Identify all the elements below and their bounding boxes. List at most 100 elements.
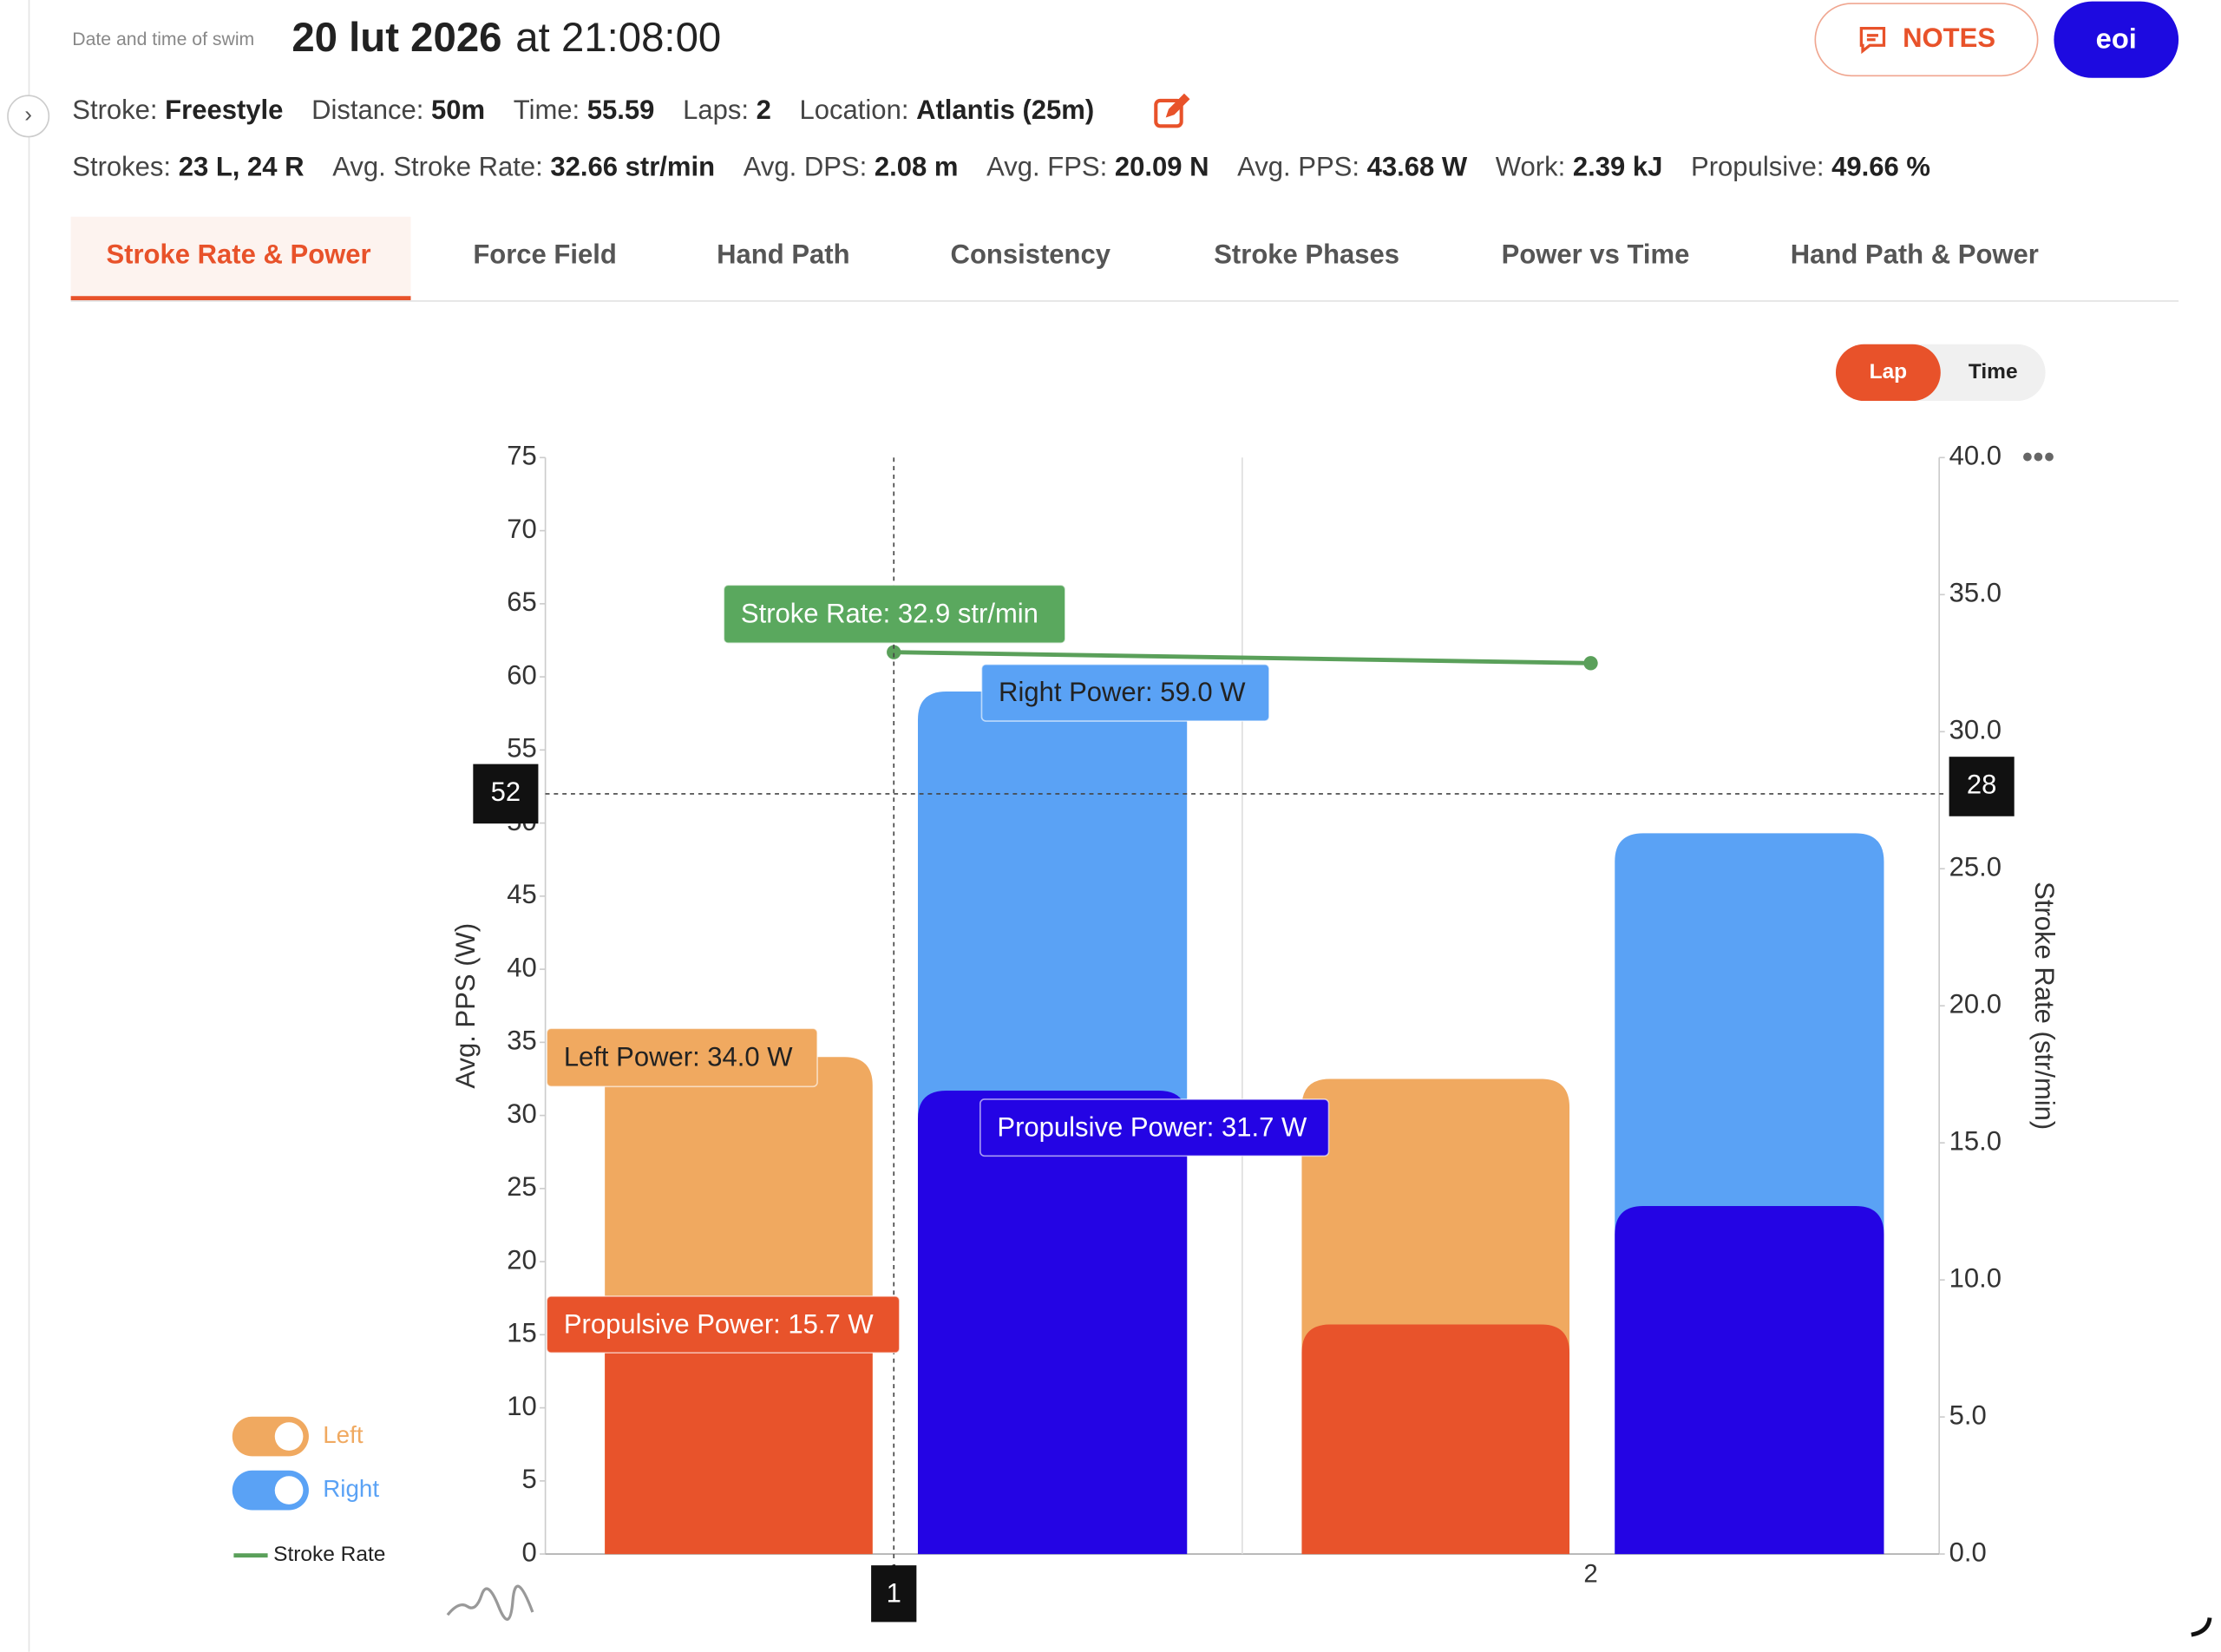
tab-underline — [70, 296, 411, 301]
tooltip-text: Propulsive Power: 31.7 W — [997, 1111, 1307, 1142]
stat: Distance: 50m — [311, 96, 485, 128]
y2-tick-label: 20.0 — [1949, 988, 2002, 1019]
y-tick-label: 40 — [507, 952, 537, 982]
bar — [605, 1324, 873, 1555]
y-tick-label: 0 — [522, 1537, 537, 1567]
crosshair-y2-label: 28 — [1967, 770, 1997, 800]
stat-label: Avg. DPS: — [743, 153, 868, 183]
y-tick-label: 55 — [507, 733, 537, 764]
tooltip-box — [546, 1295, 901, 1354]
stroke-rate-point — [1583, 656, 1598, 671]
y-tick-label: 75 — [507, 441, 537, 471]
user-button[interactable]: eoi — [2054, 1, 2179, 78]
crosshair-y-box — [473, 764, 539, 824]
stroke-rate-point — [887, 645, 901, 659]
stat-label: Work: — [1495, 153, 1566, 183]
stat-label: Stroke: — [72, 96, 158, 127]
stat: Avg. PPS: 43.68 W — [1237, 153, 1467, 184]
bar — [917, 1090, 1188, 1555]
date-label: Date and time of swim — [72, 28, 255, 50]
toggle-option[interactable]: Lap — [1835, 344, 1941, 402]
tab[interactable]: Force Field — [473, 240, 617, 271]
stat: Avg. FPS: 20.09 N — [986, 153, 1209, 184]
stat: Strokes: 23 L, 24 R — [72, 153, 304, 184]
stat-value: 20.09 N — [1114, 153, 1209, 183]
stat: Work: 2.39 kJ — [1496, 153, 1663, 184]
notes-button[interactable]: NOTES — [1814, 3, 2039, 77]
stat-label: Distance: — [311, 96, 424, 127]
y-tick-label: 10 — [507, 1391, 537, 1421]
notes-icon — [1860, 27, 1886, 55]
stat: Avg. Stroke Rate: 32.66 str/min — [332, 153, 715, 184]
y2-tick-label: 5.0 — [1949, 1400, 1987, 1430]
stat-value: 49.66 % — [1831, 153, 1930, 183]
stats-row: Strokes: 23 L, 24 R Avg. Stroke Rate: 32.… — [72, 153, 1930, 184]
y-tick-label: 25 — [507, 1171, 537, 1202]
stat-value: 23 L, 24 R — [178, 153, 305, 183]
y2-axis-label: Stroke Rate (str/min) — [2029, 882, 2060, 1130]
sidebar-toggle[interactable]: › — [7, 95, 50, 138]
tab[interactable]: Stroke Phases — [1214, 240, 1400, 271]
legend-knob — [274, 1422, 304, 1451]
stat-label: Avg. PPS: — [1237, 153, 1359, 183]
tab[interactable]: Consistency — [950, 240, 1111, 271]
stat-label: Strokes: — [72, 153, 172, 183]
y-axis-label: Avg. PPS (W) — [450, 923, 481, 1089]
tooltip-text: Right Power: 59.0 W — [999, 677, 1246, 707]
notes-label: NOTES — [1903, 23, 1996, 55]
stat-label: Avg. Stroke Rate: — [332, 153, 543, 183]
tooltip-box — [723, 584, 1066, 645]
stat-value: 43.68 W — [1366, 153, 1468, 183]
tab-divider — [70, 300, 2179, 302]
y-tick-label: 60 — [507, 659, 537, 690]
bar — [1301, 1324, 1570, 1555]
y2-tick-label: 15.0 — [1949, 1125, 2002, 1156]
stat: Location: Atlantis (25m) — [800, 96, 1095, 128]
stat-value: 55.59 — [586, 96, 655, 127]
crosshair-y-label: 52 — [491, 777, 521, 807]
tooltip-box — [546, 1027, 818, 1088]
stat-value: Freestyle — [165, 96, 284, 127]
y-tick-label: 35 — [507, 1026, 537, 1056]
time: at 21:08:00 — [515, 15, 722, 62]
x-tick-label: 2 — [1583, 1559, 1597, 1588]
stat-value: 2 — [756, 96, 771, 127]
stat-value: 50m — [431, 96, 486, 127]
y2-tick-label: 25.0 — [1949, 851, 2002, 882]
stat: Propulsive: 49.66 % — [1691, 153, 1930, 184]
y2-tick-label: 30.0 — [1949, 714, 2002, 744]
legend-knob — [274, 1476, 304, 1504]
legend-label[interactable]: Left — [323, 1421, 364, 1448]
stat: Stroke: Freestyle — [72, 96, 283, 128]
tab-highlight — [70, 216, 411, 299]
stats-row: Stroke: Freestyle Distance: 50m Time: 55.5… — [72, 96, 1094, 128]
chart: ••• Avg. PPS (W) Stroke Rate (str/min) 0… — [232, 438, 2212, 1637]
menu-icon[interactable]: ••• — [2022, 438, 2055, 474]
toggle-option[interactable]: Time — [1968, 359, 2018, 384]
tab[interactable]: Hand Path — [717, 240, 850, 271]
stat: Laps: 2 — [683, 96, 771, 128]
legend-label[interactable]: Right — [323, 1475, 379, 1502]
stat-value: 32.66 str/min — [550, 153, 716, 183]
stat: Time: 55.59 — [514, 96, 655, 128]
y2-tick-label: 40.0 — [1949, 441, 2002, 471]
legend-label[interactable]: Stroke Rate — [273, 1543, 385, 1566]
crosshair-y2-box — [1949, 757, 2015, 816]
crosshair-x-label: 1 — [887, 1578, 901, 1609]
y2-tick-label: 35.0 — [1949, 578, 2002, 608]
y-tick-label: 65 — [507, 587, 537, 617]
tooltip-box — [979, 1098, 1330, 1157]
stat: Avg. DPS: 2.08 m — [744, 153, 959, 184]
stat-label: Location: — [799, 96, 909, 127]
navigator-icon[interactable] — [446, 1584, 534, 1621]
y-tick-label: 70 — [507, 514, 537, 544]
tab[interactable]: Power vs Time — [1501, 240, 1690, 271]
tab[interactable]: Hand Path & Power — [1790, 240, 2039, 271]
tab[interactable]: Stroke Rate & Power — [106, 240, 371, 271]
edit-icon[interactable] — [1151, 92, 1191, 132]
tooltip-text: Propulsive Power: 15.7 W — [564, 1308, 875, 1339]
y-tick-label: 20 — [507, 1244, 537, 1275]
lap-time-toggle: Lap Time — [1835, 344, 2046, 402]
y2-tick-label: 0.0 — [1949, 1537, 1987, 1567]
